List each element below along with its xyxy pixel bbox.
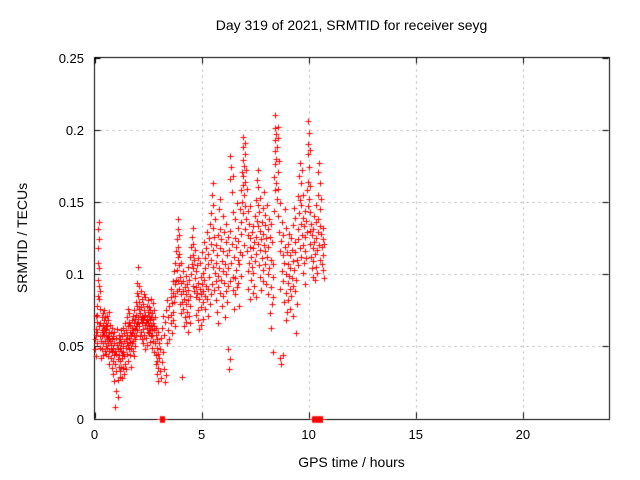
chart-title: Day 319 of 2021, SRMTID for receiver sey… [215, 17, 488, 33]
x-tick-label-20: 20 [515, 427, 531, 442]
y-tick-label-0.1: 0.1 [65, 267, 84, 283]
y-tick-label-0.05: 0.05 [58, 339, 84, 355]
x-axis-label: GPS time / hours [298, 454, 405, 470]
y-tick-label-0: 0 [76, 411, 84, 427]
x-tick-label-15: 15 [408, 427, 423, 442]
x-tick-label-0: 0 [90, 427, 99, 442]
x-tick-label-10: 10 [301, 427, 316, 442]
y-tick-label-0.25: 0.25 [58, 50, 84, 66]
y-tick-label-0.15: 0.15 [58, 194, 84, 210]
x-tick-label-5: 5 [197, 427, 206, 442]
y-tick-label-0.2: 0.2 [65, 122, 84, 138]
